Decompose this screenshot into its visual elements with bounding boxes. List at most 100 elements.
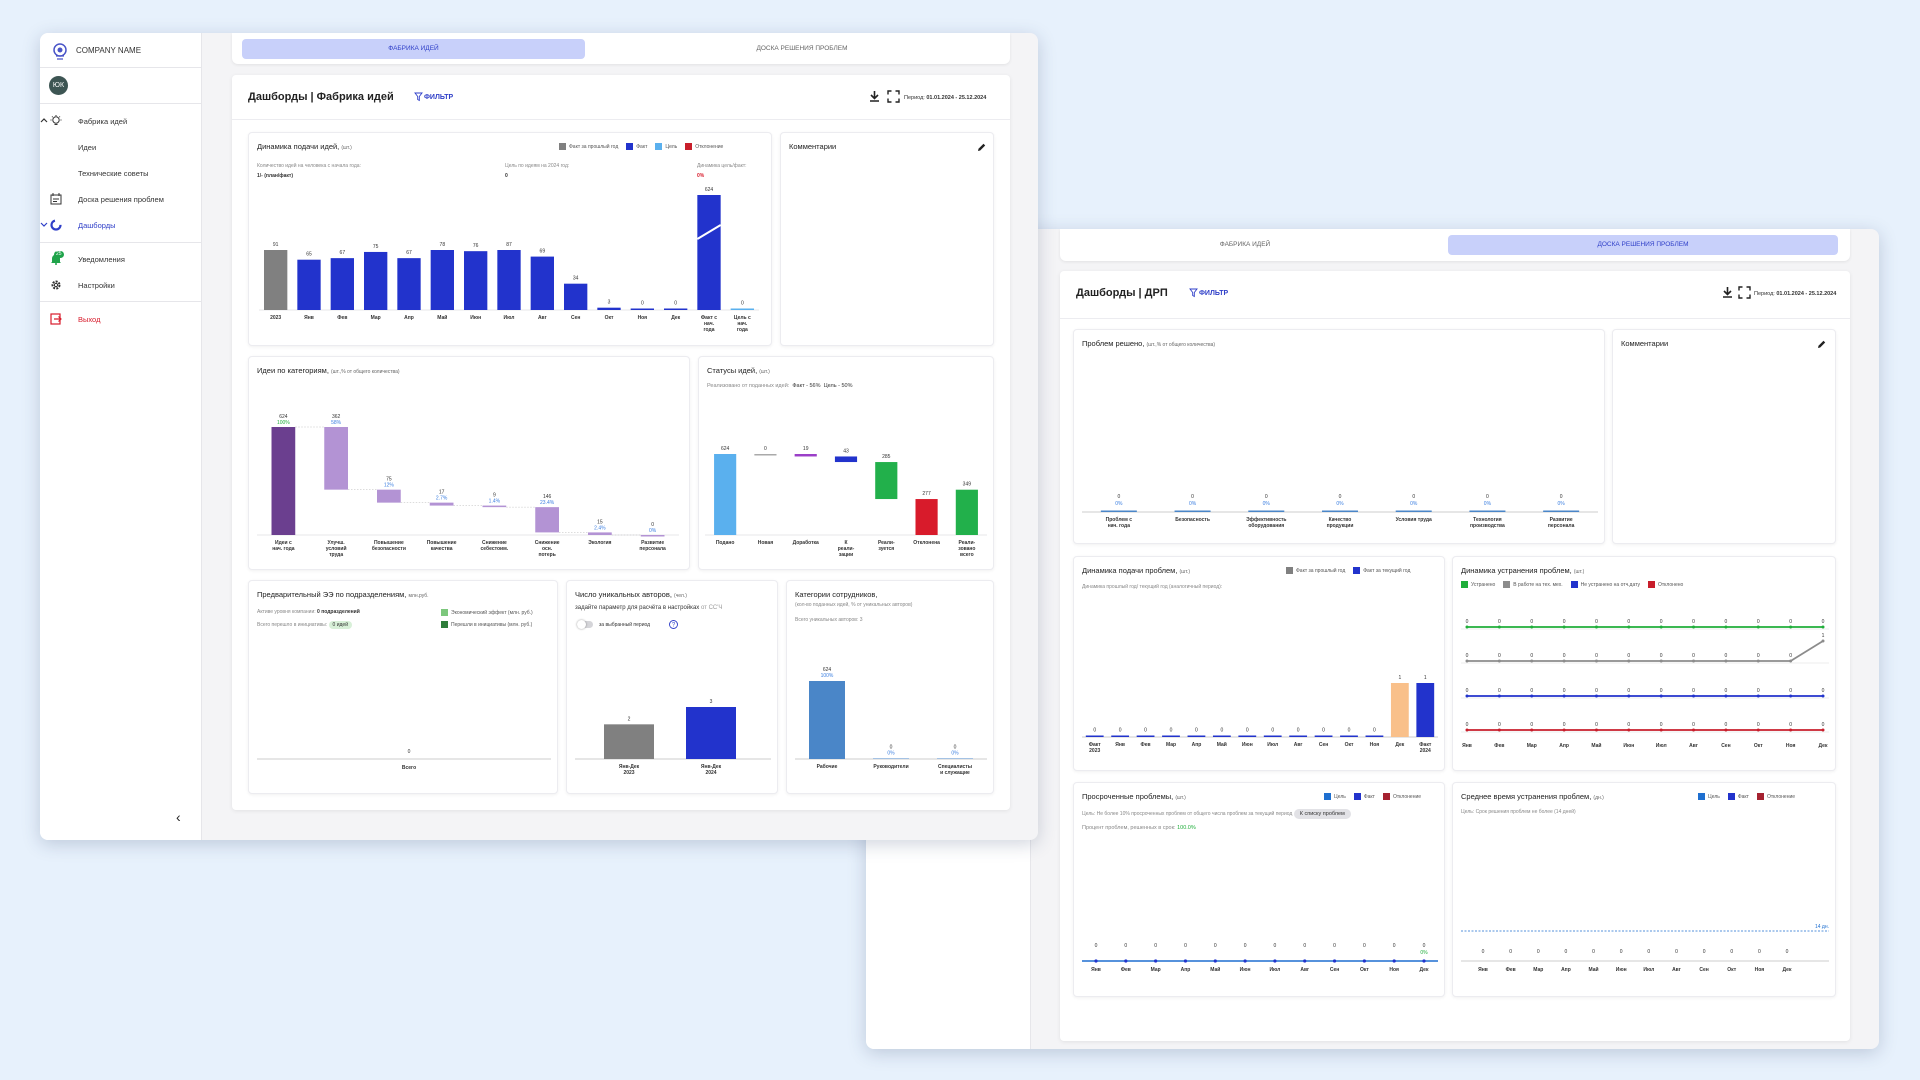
chevron-up-icon[interactable]: [40, 116, 48, 124]
chart-value-label: 0: [1725, 653, 1728, 659]
chart-category-label: Безопасность: [1175, 517, 1210, 523]
chart-legend: Цель Факт Отклонение: [1698, 793, 1795, 800]
chart-value-label: 0: [1373, 728, 1376, 734]
chart-value-label: 65: [306, 252, 312, 258]
download-icon[interactable]: [869, 91, 880, 102]
chevron-down-icon[interactable]: [40, 220, 48, 228]
chart-category-label: Мар: [371, 315, 381, 321]
chart-bar: [1289, 735, 1308, 737]
chart-value-label: 0: [1530, 722, 1533, 728]
download-icon[interactable]: [1722, 287, 1733, 298]
chart-category-label: Сен: [1330, 967, 1339, 973]
chart-category-label: Янв: [1091, 967, 1101, 973]
chart-value-label: 0: [1692, 653, 1695, 659]
chart-value-label: 0: [1220, 728, 1223, 734]
chart-category-label: Окт: [1727, 967, 1736, 973]
chart-category-label: Ноя: [1389, 967, 1399, 973]
chart-category-label: Проблем с нач. года: [1106, 516, 1133, 529]
legend-item: Факт за прошлый год: [1286, 567, 1345, 574]
tab-problem-board[interactable]: ДОСКА РЕШЕНИЯ ПРОБЛЕМ: [1448, 235, 1838, 255]
nav-tech-councils[interactable]: Технические советы: [40, 163, 202, 183]
chart-category-label: 2023: [270, 315, 281, 321]
chart-percent-label: 1.4%: [489, 499, 501, 505]
chart-value-label: 0: [1530, 653, 1533, 659]
card-unit: (шт.,% от общего количества): [1146, 342, 1216, 348]
tab-bar: ФАБРИКА ИДЕЙ ДОСКА РЕШЕНИЯ ПРОБЛЕМ: [1060, 229, 1850, 261]
help-icon[interactable]: ?: [669, 620, 678, 629]
fullscreen-icon[interactable]: [887, 90, 900, 103]
edit-pencil-icon[interactable]: [1817, 340, 1826, 349]
chart-bar: [397, 258, 421, 310]
active-value: 0 подразделений: [317, 609, 360, 615]
series-point: [1303, 959, 1307, 963]
chart-bar: [834, 456, 858, 463]
chart-value-label: 0: [1822, 619, 1825, 625]
tab-ideas-factory[interactable]: ФАБРИКА ИДЕЙ: [1219, 241, 1271, 248]
chart-value-label: 17: [439, 490, 445, 496]
chart-value-label: 0: [1560, 494, 1563, 500]
series-point: [1562, 728, 1566, 732]
gear-icon: [51, 280, 61, 290]
series-point: [1530, 694, 1534, 698]
nav-label: Настройки: [78, 281, 115, 290]
nav-notifications[interactable]: 25 Уведомления: [40, 249, 202, 269]
chart-bar: [1263, 735, 1282, 737]
chart-value-label: 277: [922, 491, 931, 497]
series-point: [1497, 728, 1501, 732]
chart-value-label: 0: [1498, 619, 1501, 625]
period-toggle[interactable]: [577, 620, 593, 629]
chart-value-label: 0: [1482, 949, 1485, 955]
nav-settings[interactable]: Настройки: [40, 275, 202, 295]
series-point: [1562, 625, 1566, 629]
chart-category-label: Мар: [1166, 742, 1176, 748]
tab-problem-board[interactable]: ДОСКА РЕШЕНИЯ ПРОБЛЕМ: [756, 45, 848, 52]
avg-resolution-time-chart: 14 дн. 0 Янв 0 Фев 0 Мар 0 Апр 0 Май 0 Июн 0 Июл 0 Авг 0 С…: [1461, 924, 1829, 973]
chart-value-label: 0: [741, 301, 744, 307]
chart-bar: [640, 535, 665, 537]
passed-label: Всего перешло в инициативы:: [257, 622, 328, 628]
chart-value-label: 0: [1660, 619, 1663, 625]
filter-button[interactable]: ФИЛЬТР: [1189, 288, 1228, 298]
chart-value-label: 0: [1725, 688, 1728, 694]
employee-categories-chart: 624100%Рабочие00%Руководители00%Специали…: [795, 667, 987, 776]
avatar[interactable]: ЮК: [49, 76, 68, 95]
tab-ideas-factory[interactable]: ФАБРИКА ИДЕЙ: [242, 39, 585, 59]
total-authors: Всего уникальных авторов: 3: [795, 617, 863, 623]
chart-value-label: 0: [764, 446, 767, 452]
chart-value-label: 0: [1757, 653, 1760, 659]
chart-category-label: Отклонена: [913, 540, 940, 546]
chart-category-label: Руководители: [873, 764, 908, 770]
chart-value-label: 285: [882, 454, 891, 460]
page-title: Дашборды | ДРП: [1076, 287, 1168, 299]
realized-line: Реализовано от поданных идей: Факт - 56%…: [707, 383, 852, 389]
chart-category-label: Июн: [1240, 967, 1251, 973]
card-title: Идеи по категориям, (шт.,% от общего кол…: [257, 366, 400, 375]
chart-category-label: Фев: [1506, 967, 1516, 973]
goal-pct: Цель - 50%: [823, 383, 853, 389]
problems-list-button[interactable]: К списку проблем: [1293, 809, 1351, 819]
collapse-sidebar-icon[interactable]: ‹: [176, 809, 181, 825]
filter-button[interactable]: ФИЛЬТР: [414, 92, 453, 102]
chart-percent-label: 100%: [277, 420, 290, 426]
card-title-text: Динамика подачи идей,: [257, 142, 340, 151]
nav-ideas[interactable]: Идеи: [40, 137, 202, 157]
series-point: [1594, 659, 1598, 663]
nav-problem-board[interactable]: Доска решения проблем: [40, 189, 202, 209]
card-title-text: Динамика подачи проблем,: [1082, 566, 1178, 575]
fullscreen-icon[interactable]: [1738, 286, 1751, 299]
nav-exit[interactable]: Выход: [40, 309, 202, 329]
series-point: [1094, 959, 1098, 963]
employee-categories-card: Категории сотрудников, (кол-во поданных …: [786, 580, 994, 794]
nav-ideas-factory[interactable]: Фабрика идей: [40, 111, 202, 131]
chart-category-label: Рабочие: [817, 763, 838, 770]
edit-pencil-icon[interactable]: [977, 143, 986, 152]
series-point: [1756, 659, 1760, 663]
chart-percent-label: 0%: [887, 751, 895, 757]
company-name: COMPANY NAME: [76, 46, 142, 55]
divider: [1060, 318, 1850, 319]
chart-value-label: 0: [1660, 688, 1663, 694]
chart-value-label: 624: [279, 414, 288, 420]
nav-dashboards[interactable]: Дашборды: [40, 215, 202, 235]
chart-category-label: Янв-Дек 2024: [701, 764, 722, 776]
